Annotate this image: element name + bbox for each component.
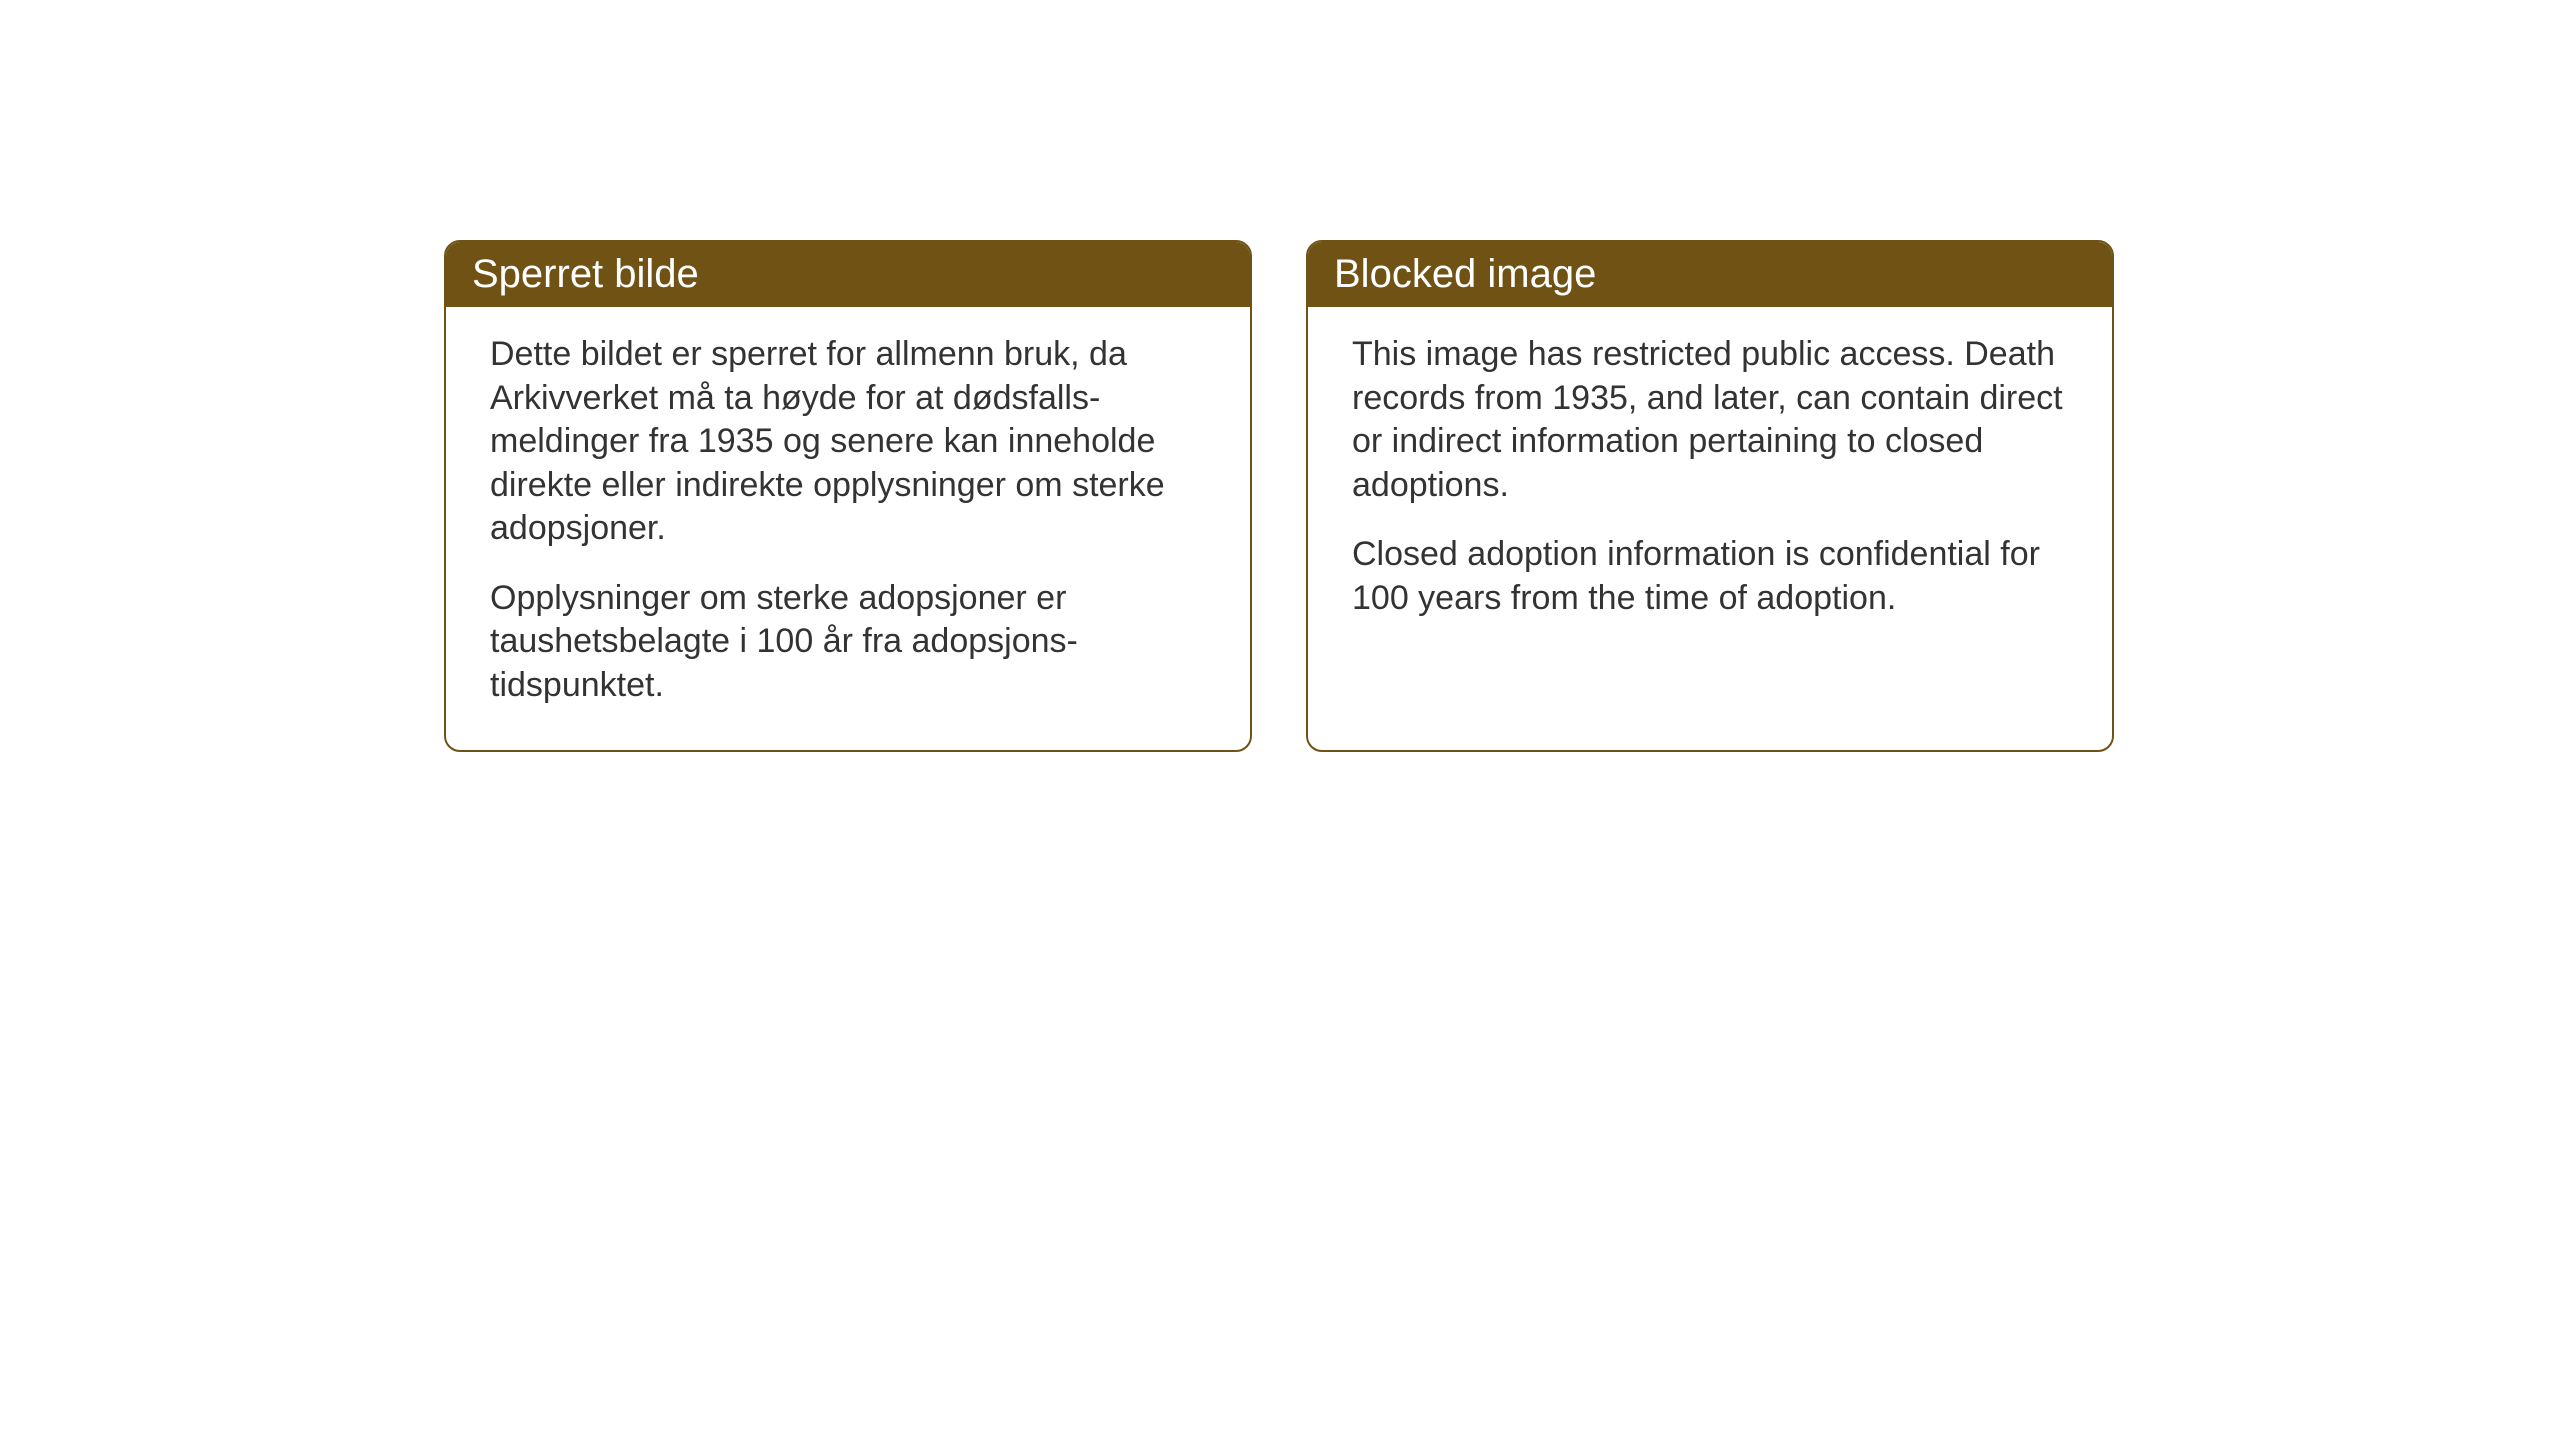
norwegian-card-title: Sperret bilde (446, 242, 1250, 307)
english-card-title: Blocked image (1308, 242, 2112, 307)
norwegian-paragraph-1: Dette bildet er sperret for allmenn bruk… (490, 333, 1206, 551)
norwegian-card: Sperret bilde Dette bildet er sperret fo… (444, 240, 1252, 752)
english-paragraph-2: Closed adoption information is confident… (1352, 533, 2068, 620)
english-paragraph-1: This image has restricted public access.… (1352, 333, 2068, 507)
english-card: Blocked image This image has restricted … (1306, 240, 2114, 752)
english-card-body: This image has restricted public access.… (1308, 307, 2112, 656)
norwegian-card-body: Dette bildet er sperret for allmenn bruk… (446, 307, 1250, 743)
norwegian-paragraph-2: Opplysninger om sterke adopsjoner er tau… (490, 577, 1206, 708)
cards-container: Sperret bilde Dette bildet er sperret fo… (444, 240, 2114, 752)
